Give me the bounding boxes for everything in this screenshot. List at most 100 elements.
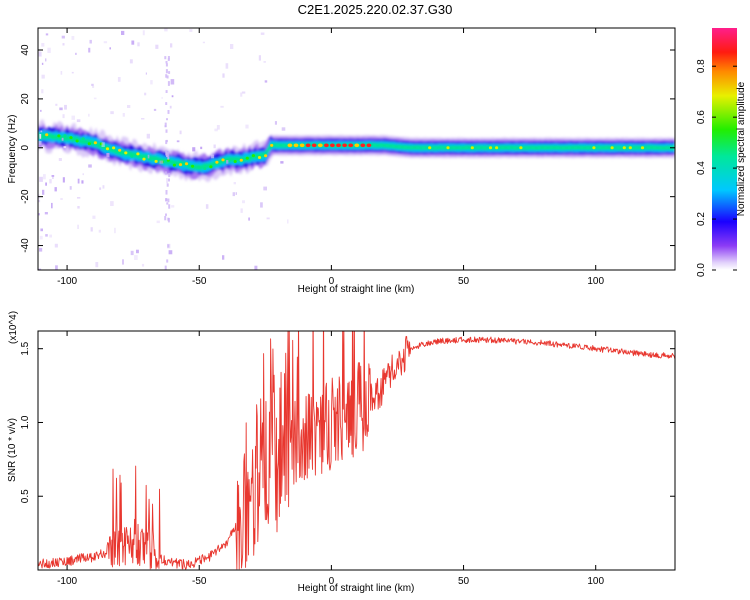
spectrogram-noise-speck xyxy=(117,77,121,82)
spectrogram-noise-speck xyxy=(129,59,133,64)
spectrogram-noise-speck xyxy=(166,178,168,184)
spectrogram-noise-speck xyxy=(62,43,65,46)
snr-x-tick-label: -50 xyxy=(192,576,207,587)
spectrogram-x-tick-label: -100 xyxy=(57,276,77,287)
spectrogram-peak xyxy=(69,136,73,140)
spectrogram-peak xyxy=(580,146,584,150)
spectrogram-noise-speck xyxy=(59,107,63,111)
spectrogram-peak xyxy=(293,143,299,148)
spectrogram-noise-speck xyxy=(281,127,286,131)
spectrogram-peak xyxy=(665,146,669,150)
spectrogram-noise-speck xyxy=(99,187,102,190)
spectrogram-peak xyxy=(598,146,602,150)
colorbar-tick-label: 0.0 xyxy=(696,263,707,277)
spectrogram-peak xyxy=(317,143,323,148)
spectrogram-peak xyxy=(440,146,444,150)
spectrogram-peak xyxy=(136,152,140,156)
spectrogram-peak xyxy=(495,146,499,150)
spectrogram-noise-speck xyxy=(55,265,58,270)
spectrogram-noise-speck xyxy=(264,80,268,83)
spectrogram-noise-speck xyxy=(61,137,64,141)
colorbar-tick-label: 0.4 xyxy=(696,161,707,175)
spectrogram-peak xyxy=(586,146,590,150)
spectrogram-noise-speck xyxy=(136,249,139,254)
spectrogram-peak xyxy=(87,142,91,146)
spectrogram-noise-speck xyxy=(216,125,220,130)
spectrogram-noise-speck xyxy=(77,224,79,229)
spectrogram-noise-speck xyxy=(38,213,40,216)
spectrogram-noise-speck xyxy=(202,41,205,44)
spectrogram-noise-column xyxy=(167,58,170,61)
spectrogram-noise-speck xyxy=(233,182,236,185)
spectrogram-peak xyxy=(118,148,122,152)
spectrogram-peak xyxy=(531,146,535,150)
spectrogram-y-tick-label: 0 xyxy=(20,145,31,151)
colorbar-tick-label: 0.2 xyxy=(696,212,707,226)
spectrogram-noise-speck xyxy=(232,192,235,197)
spectrogram-noise-speck xyxy=(274,121,277,125)
spectrogram-noise-column xyxy=(166,259,169,263)
spectrogram-noise-speck xyxy=(176,140,180,143)
spectrogram-noise-speck xyxy=(106,153,110,158)
spectrogram-y-tick-label: -40 xyxy=(20,238,31,253)
spectrogram-peak xyxy=(354,143,360,148)
snr-x-tick-label: 50 xyxy=(458,576,470,587)
spectrogram-peak xyxy=(311,143,317,148)
spectrogram-noise-speck xyxy=(171,95,174,98)
spectrogram-noise-speck xyxy=(159,160,164,164)
spectrogram-peak xyxy=(276,143,280,147)
spectrogram-x-tick-label: 100 xyxy=(587,276,604,287)
spectrogram-peak xyxy=(63,134,67,138)
snr-frame xyxy=(37,330,676,571)
spectrogram-peak xyxy=(555,146,560,150)
spectrogram-peak xyxy=(251,154,255,158)
spectrogram-noise-speck xyxy=(41,89,44,94)
spectrogram-noise-speck xyxy=(258,55,261,61)
spectrogram-peak xyxy=(452,146,456,150)
snr-marks xyxy=(38,331,675,570)
spectrogram-peak xyxy=(203,167,207,170)
spectrogram-peak xyxy=(482,146,486,150)
spectrogram-noise-speck xyxy=(127,105,131,108)
spectrogram-peak xyxy=(640,146,645,150)
spectrogram-peak xyxy=(525,146,529,150)
snr-x-ticks: -100 -50 0 50 100 xyxy=(57,331,604,587)
spectrogram-peak xyxy=(305,143,311,148)
spectrogram-noise-speck xyxy=(222,255,225,260)
spectrogram-noise-speck xyxy=(38,141,42,145)
spectrogram-peak xyxy=(385,144,389,148)
spectrogram-noise-column xyxy=(168,178,170,182)
spectrogram-peak xyxy=(416,146,420,150)
spectrogram-y-tick-label: 20 xyxy=(20,93,31,105)
spectrogram-noise-speck xyxy=(230,44,234,49)
spectrogram-noise-column xyxy=(164,171,167,175)
spectrogram-noise-speck xyxy=(222,73,225,78)
spectrogram-y-axis-label: Frequency (Hz) xyxy=(7,115,18,184)
spectrogram-noise-speck xyxy=(189,29,193,32)
colorbar-tick-label: 0.6 xyxy=(696,110,707,124)
spectrogram-peak xyxy=(428,146,432,150)
spectrogram-noise-speck xyxy=(141,118,145,120)
spectrogram-peak xyxy=(653,146,657,150)
spectrogram-peak xyxy=(130,154,134,158)
spectrogram-peak xyxy=(342,143,347,148)
spectrogram-noise-speck xyxy=(280,161,284,164)
spectrogram-noise-column xyxy=(165,74,168,78)
spectrogram-noise-speck xyxy=(287,219,289,224)
spectrogram-noise-column xyxy=(167,56,170,60)
spectrogram-noise-specks xyxy=(38,28,289,270)
spectrogram-noise-column xyxy=(165,151,168,156)
spectrogram-band-layer-3 xyxy=(38,129,675,173)
spectrogram-noise-speck xyxy=(260,202,263,208)
spectrogram-noise-speck xyxy=(40,130,43,133)
spectrogram-peak xyxy=(659,146,663,150)
spectrogram-noise-speck xyxy=(95,262,99,268)
spectrogram-panel: -100 -50 0 50 100 -40 -20 0 20 40 Height of stra… xyxy=(7,27,676,295)
spectrogram-peak xyxy=(616,146,620,150)
snr-y-tick-label: 0.5 xyxy=(20,489,31,503)
spectrogram-noise-speck xyxy=(60,198,63,200)
spectrogram-frame xyxy=(37,27,676,271)
spectrogram-peak xyxy=(561,146,566,150)
colorbar: 0.0 0.2 0.4 0.6 0.8 Normalized spectral ampl… xyxy=(696,28,747,277)
